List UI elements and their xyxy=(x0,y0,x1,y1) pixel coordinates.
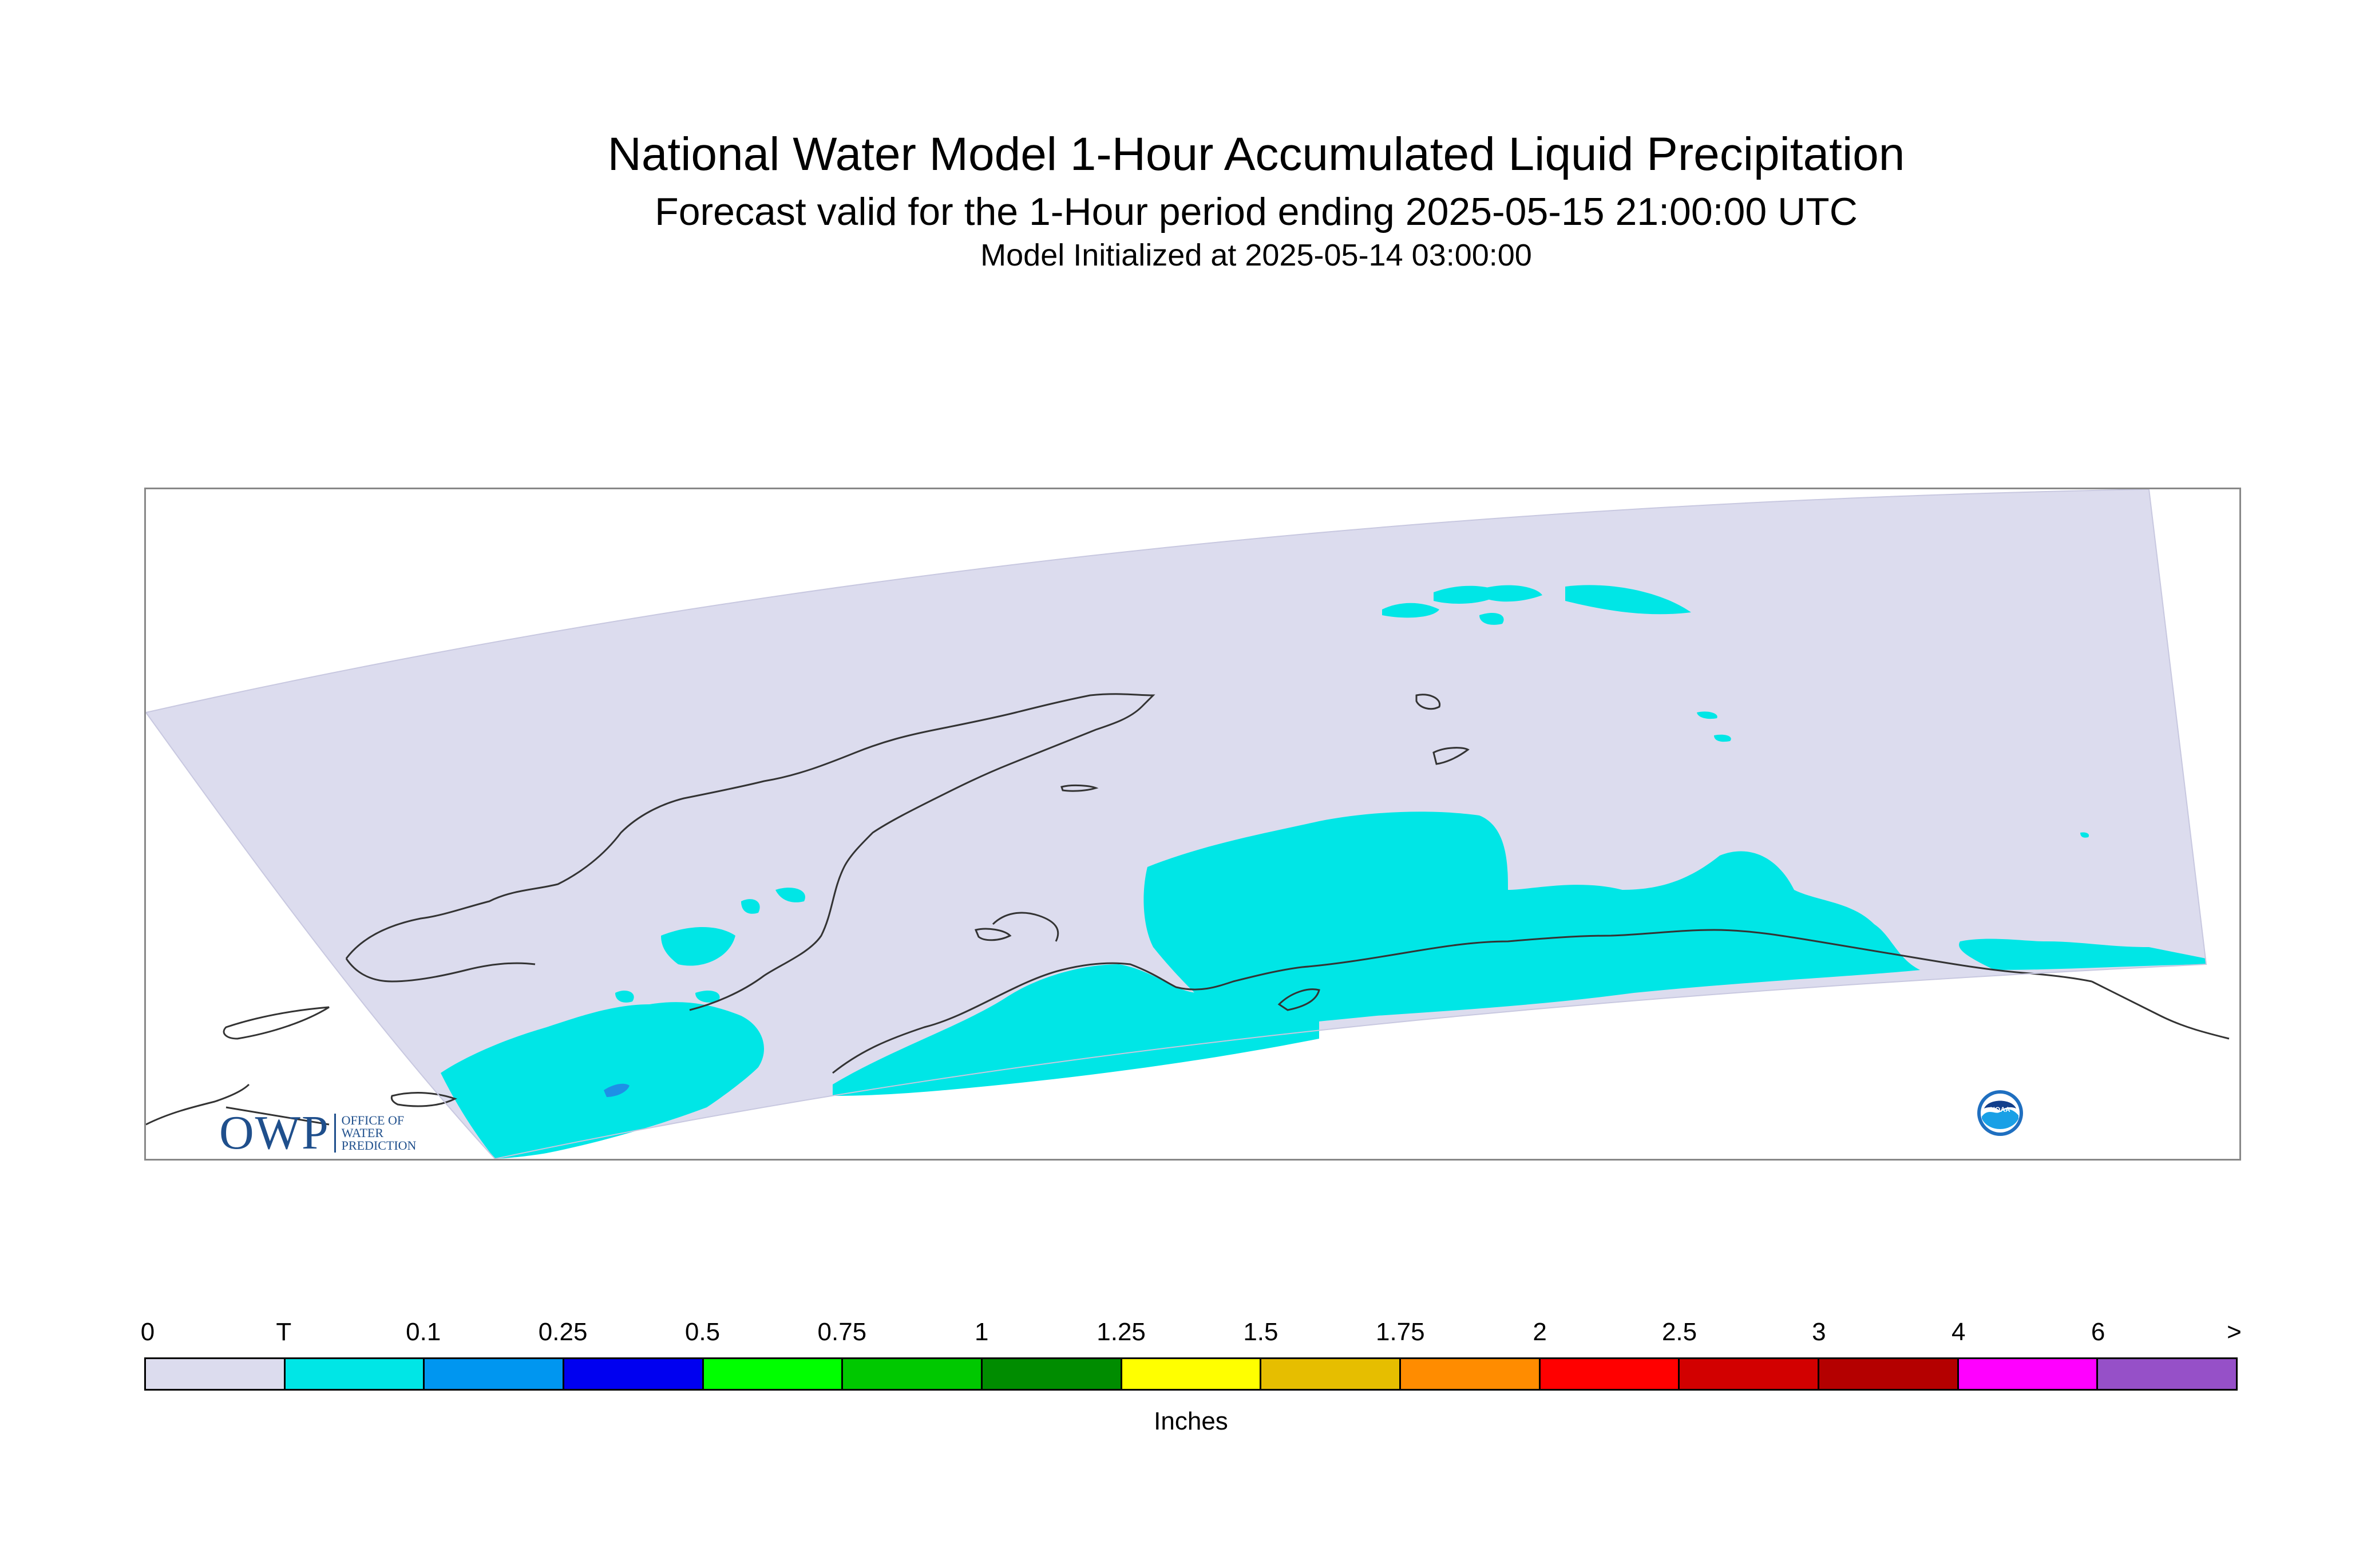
precip-north-3 xyxy=(1479,585,1542,602)
coastline-island-b xyxy=(1432,747,1470,765)
legend-swatch xyxy=(1958,1359,2099,1389)
map-title: National Water Model 1-Hour Accumulated … xyxy=(607,128,1905,180)
coastline-st-lawrence xyxy=(223,1006,330,1040)
precip-island-1 xyxy=(1697,711,1717,719)
precip-island-2 xyxy=(1714,734,1731,742)
map-frame: NOAA OWP OFFICE OF WATER PREDICTION xyxy=(144,488,2241,1161)
legend-color-bar xyxy=(144,1357,2238,1391)
legend-tick-label: 6 xyxy=(2091,1318,2105,1346)
precip-west-3 xyxy=(775,888,805,902)
coastlines xyxy=(146,693,2230,1126)
legend-swatch xyxy=(1680,1359,1820,1389)
coastline-island-a xyxy=(1415,694,1441,710)
precip-north-1 xyxy=(1382,603,1439,618)
precip-north-4 xyxy=(1565,585,1691,615)
precip-west-6 xyxy=(1994,944,2030,957)
precipitation-map: NOAA xyxy=(146,489,2230,1159)
owp-logo-line-3: PREDICTION xyxy=(341,1138,417,1153)
owp-logo: OWP OFFICE OF WATER PREDICTION xyxy=(219,1107,416,1159)
legend-swatch xyxy=(703,1359,844,1389)
coastline-kodiak xyxy=(1277,988,1320,1011)
legend-swatch xyxy=(425,1359,565,1389)
color-legend: 0 T 0.1 0.25 0.5 0.75 1 1.25 1.5 1.75 2 2.5 3 4 6 > Inc… xyxy=(140,1316,2242,1454)
legend-swatch xyxy=(564,1359,704,1389)
precip-areas xyxy=(441,585,2206,1159)
precip-west-1 xyxy=(661,927,735,966)
map-subtitle: Forecast valid for the 1-Hour period end… xyxy=(655,190,1858,233)
legend-swatch xyxy=(146,1359,286,1389)
legend-swatch xyxy=(983,1359,1122,1389)
precip-west-5 xyxy=(615,990,634,1003)
legend-swatch xyxy=(843,1359,983,1389)
coastline-island-c xyxy=(974,928,1012,941)
model-domain xyxy=(146,489,2206,1159)
coastline-chukotka xyxy=(146,1083,330,1126)
legend-tick-label: > xyxy=(2227,1318,2242,1346)
coastline-inner-bay xyxy=(992,912,1059,942)
noaa-logo: NOAA xyxy=(1977,1090,2023,1136)
precip-west-2 xyxy=(741,899,760,914)
legend-swatch xyxy=(1540,1359,1680,1389)
owp-logo-separator xyxy=(334,1114,336,1153)
coastline-nunivak xyxy=(390,1092,457,1107)
coastline-mainland xyxy=(345,693,1155,1011)
legend-tick-label: 4 xyxy=(1952,1318,1966,1346)
legend-tick-label: 1 xyxy=(974,1318,989,1346)
owp-logo-line-2: WATER xyxy=(341,1126,383,1140)
legend-tick-label: 1.5 xyxy=(1243,1318,1278,1346)
legend-swatch xyxy=(285,1359,425,1389)
precip-heavy-spot xyxy=(604,1083,630,1097)
legend-swatch xyxy=(1122,1359,1262,1389)
legend-tick-label: 1.75 xyxy=(1375,1318,1425,1346)
noaa-logo-text: NOAA xyxy=(1990,1106,2010,1114)
precip-island-3 xyxy=(2080,832,2089,838)
legend-tick-label: 3 xyxy=(1812,1318,1826,1346)
coastline-gulf xyxy=(832,929,2092,1074)
legend-tick-label: 2 xyxy=(1533,1318,1547,1346)
coastline-alaska-peninsula xyxy=(345,958,536,983)
legend-tick-label: 0 xyxy=(140,1318,155,1346)
owp-logo-line-1: OFFICE OF xyxy=(341,1113,405,1127)
owp-logo-subtext: OFFICE OF WATER PREDICTION xyxy=(342,1114,417,1152)
model-init-line: Model Initialized at 2025-05-14 03:00:00 xyxy=(980,238,1532,272)
precip-southeast-band xyxy=(1531,924,1920,993)
legend-tick-label: 0.25 xyxy=(538,1318,588,1346)
precip-west-4 xyxy=(695,990,720,1003)
legend-tick-label: T xyxy=(276,1318,292,1346)
legend-swatch xyxy=(1819,1359,1959,1389)
legend-tick-label: 1.25 xyxy=(1097,1318,1146,1346)
legend-tick-label: 2.5 xyxy=(1661,1318,1697,1346)
coastline-southeast xyxy=(2091,980,2230,1040)
legend-swatch xyxy=(1401,1359,1541,1389)
legend-tick-label: 0.1 xyxy=(406,1318,441,1346)
precip-southwest xyxy=(441,1002,764,1159)
legend-tick-label: 0.75 xyxy=(817,1318,867,1346)
owp-logo-text: OWP xyxy=(219,1106,330,1159)
coastline-island-d xyxy=(1060,784,1099,792)
legend-swatch xyxy=(2098,1359,2237,1389)
legend-swatch xyxy=(1261,1359,1402,1389)
legend-unit: Inches xyxy=(1154,1407,1228,1435)
legend-labels: 0 T 0.1 0.25 0.5 0.75 1 1.25 1.5 1.75 2 2.5 3 4 6 > xyxy=(140,1316,2242,1351)
legend-tick-label: 0.5 xyxy=(684,1318,721,1346)
precip-peninsula xyxy=(833,964,1319,1096)
precip-north-5 xyxy=(1479,612,1504,625)
domain-outline xyxy=(146,489,2207,1159)
